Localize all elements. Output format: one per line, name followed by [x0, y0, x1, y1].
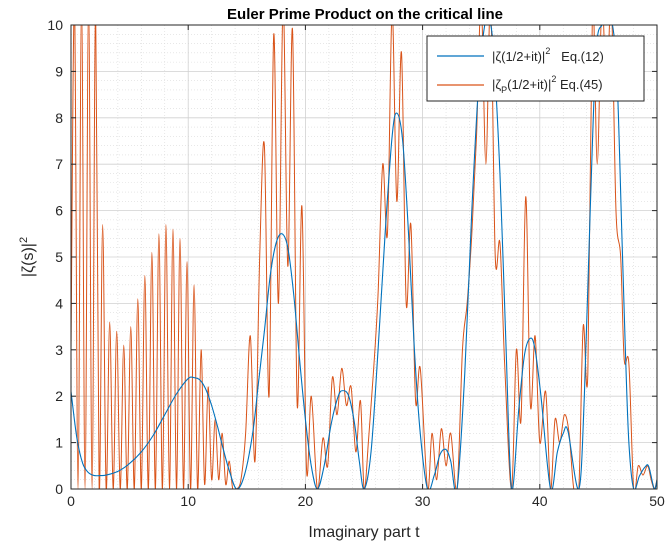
y-tick-label: 5 [55, 249, 63, 265]
legend-label-zeta-p-sup: 2 [551, 74, 556, 84]
x-tick-label: 40 [532, 493, 548, 509]
y-tick-label: 0 [55, 481, 63, 497]
x-tick-label: 50 [649, 493, 665, 509]
legend-label-zeta-p-post: Eq.(45) [556, 77, 602, 92]
y-tick-label: 8 [55, 110, 63, 126]
y-tick-label: 7 [55, 156, 63, 172]
y-tick-label: 6 [55, 203, 63, 219]
legend-box [426, 35, 645, 102]
x-tick-label: 10 [180, 493, 196, 509]
x-tick-label: 20 [298, 493, 314, 509]
y-tick-label: 9 [55, 63, 63, 79]
series-line-zeta-prime-product [71, 25, 657, 489]
legend-label-zeta-p-sub: P [501, 85, 507, 95]
legend: |ζ(1/2+it)|2 Eq.(12) |ζP(1/2+it)|2 Eq.(4… [426, 35, 645, 102]
ticks-layer: 0 10 20 30 40 50 0 1 2 3 4 5 6 7 8 9 10 [47, 17, 665, 509]
y-tick-label: 2 [55, 388, 63, 404]
legend-label-zeta-pre: |ζ(1/2+it)| [492, 49, 545, 64]
series-layer [71, 25, 657, 489]
x-tick-label: 30 [415, 493, 431, 509]
legend-label-zeta-p: |ζP(1/2+it)|2 Eq.(45) [492, 74, 603, 95]
legend-label-zeta-p-pre: |ζ [492, 77, 501, 92]
x-tick-label: 0 [67, 493, 75, 509]
x-axis-label: Imaginary part t [308, 524, 420, 541]
y-tick-label: 1 [55, 435, 63, 451]
y-axis-label-sup: 2 [18, 237, 30, 243]
y-axis-label-base: |ζ(s)| [20, 243, 37, 277]
y-axis-label: |ζ(s)|2 [18, 237, 37, 277]
legend-label-zeta-post: Eq.(12) [550, 49, 603, 64]
legend-label-zeta: |ζ(1/2+it)|2 Eq.(12) [492, 46, 604, 64]
y-tick-label: 3 [55, 342, 63, 358]
chart-title: Euler Prime Product on the critical line [227, 6, 503, 23]
legend-label-zeta-sup: 2 [545, 46, 550, 56]
y-tick-label: 4 [55, 295, 63, 311]
y-tick-label: 10 [47, 17, 63, 33]
series-line-zeta [71, 25, 657, 489]
legend-label-zeta-p-mid: (1/2+it)| [507, 77, 551, 92]
